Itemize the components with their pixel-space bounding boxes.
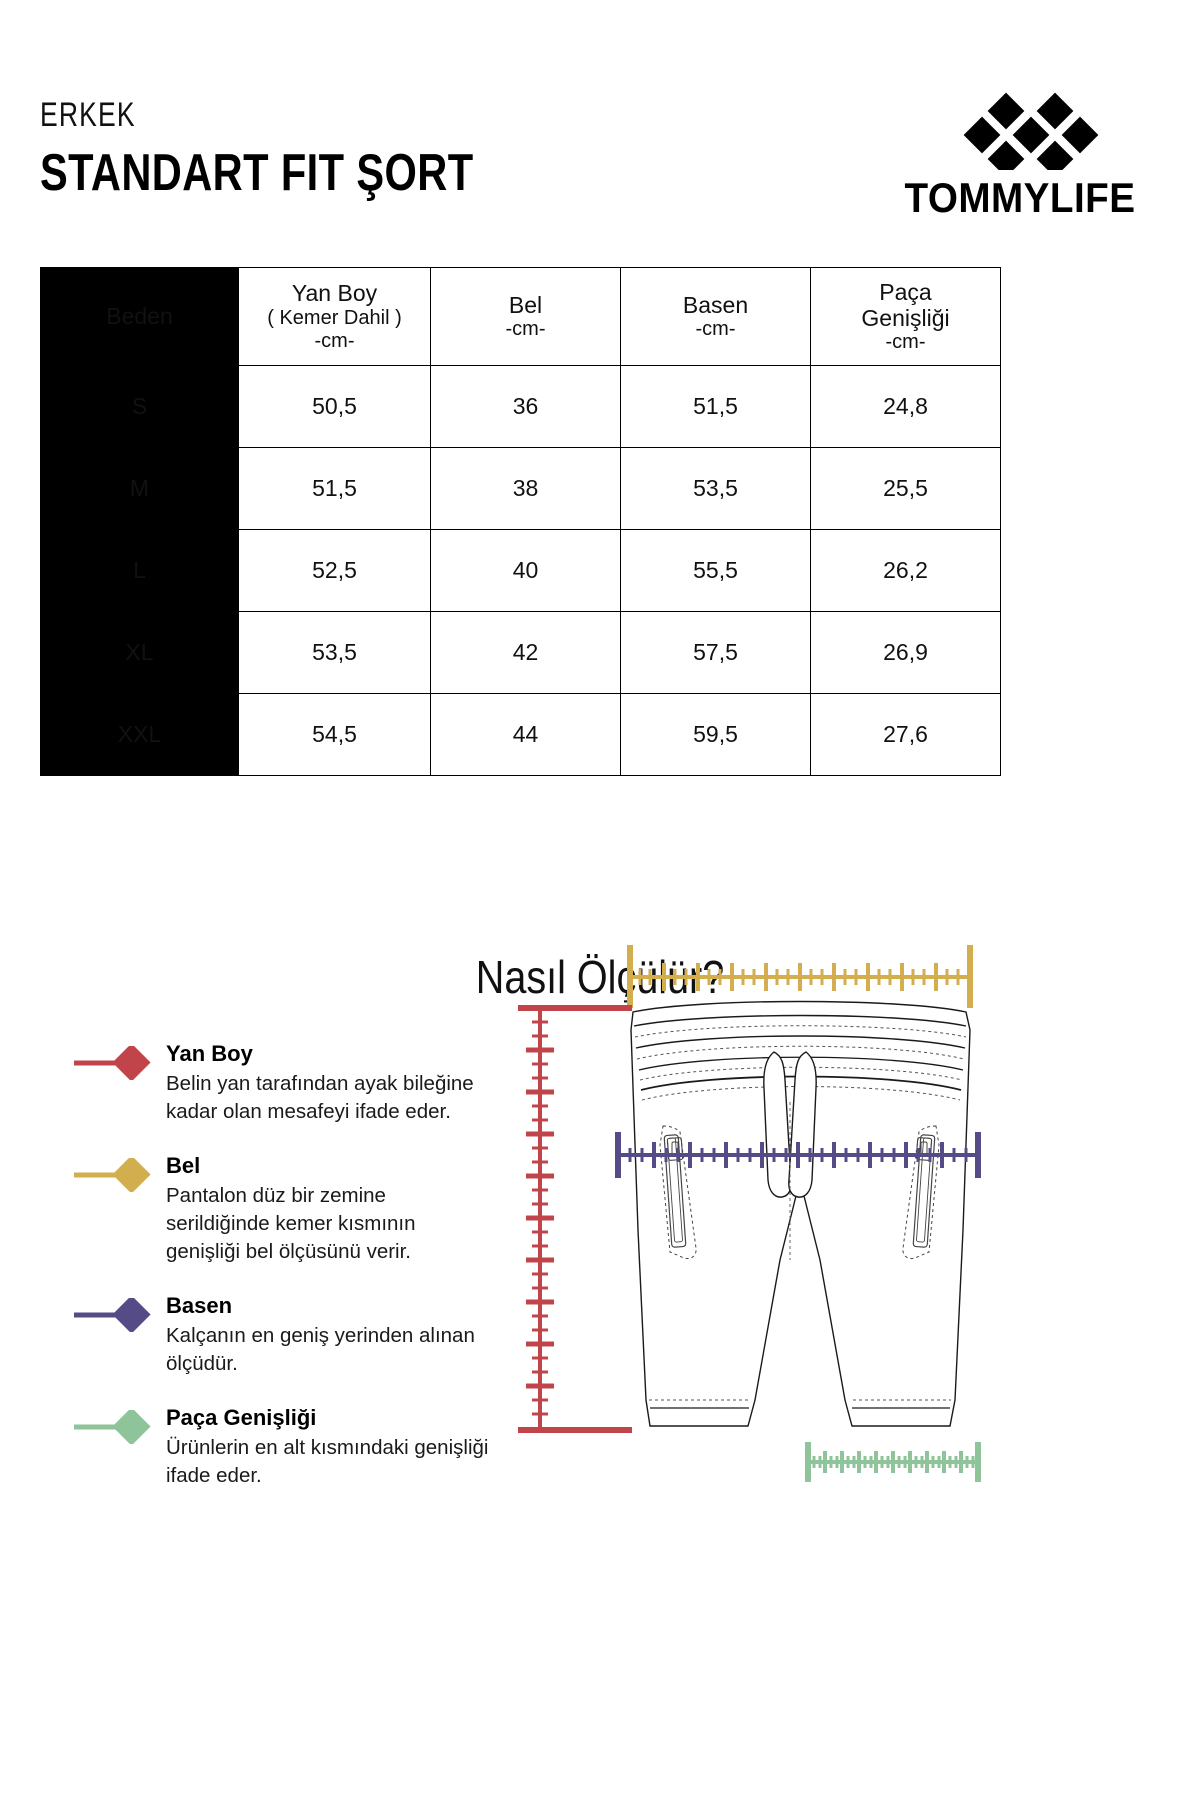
cell-basen: 53,5 <box>620 447 811 530</box>
cell-bel: 38 <box>430 447 621 530</box>
column-header-bel-label: Bel <box>508 291 543 318</box>
column-header-yan-boy-unit: -cm- <box>314 329 355 352</box>
cell-yan-boy: 51,5 <box>238 447 431 530</box>
legend-description: Belin yan tarafından ayak bileğine kadar… <box>166 1071 474 1123</box>
table-row: XXL 54,5 44 59,5 27,6 <box>40 693 1001 776</box>
cell-paca: 26,9 <box>810 611 1001 694</box>
column-header-basen: Basen -cm- <box>620 267 811 366</box>
legend-description: Ürünlerin en alt kısmındaki genişliği if… <box>166 1435 489 1488</box>
mens-shorts-technical-drawing <box>630 1000 971 1427</box>
cell-size: M <box>40 447 239 530</box>
cell-basen: 59,5 <box>620 693 811 776</box>
yan-boy-measure-line <box>518 1005 632 1433</box>
cell-basen: 55,5 <box>620 529 811 612</box>
legend-title: Bel <box>166 1153 201 1179</box>
cell-basen: 57,5 <box>620 611 811 694</box>
brand-name: TOMMYLIFE <box>904 174 1136 221</box>
legend-item-paca-genisligi: Paça Genişliği Ürünlerin en alt kısmında… <box>72 1404 492 1490</box>
column-header-bel-unit: -cm- <box>505 318 546 341</box>
column-header-yan-boy-label: Yan Boy <box>291 280 378 307</box>
cell-size: L <box>40 529 239 612</box>
cell-bel: 36 <box>430 365 621 448</box>
cell-bel: 44 <box>430 693 621 776</box>
table-row: M 51,5 38 53,5 25,5 <box>40 447 1001 530</box>
cell-yan-boy: 54,5 <box>238 693 431 776</box>
cell-paca: 26,2 <box>810 529 1001 612</box>
cell-paca: 24,8 <box>810 365 1001 448</box>
column-header-yan-boy: Yan Boy ( Kemer Dahil ) -cm- <box>238 267 431 366</box>
table-row: XL 53,5 42 57,5 26,9 <box>40 611 1001 694</box>
garment-diagram <box>500 930 1020 1550</box>
table-header-row: Beden Yan Boy ( Kemer Dahil ) -cm- Bel -… <box>40 267 1001 366</box>
page-header: ERKEK STANDART FIT ŞORT TOMMYLIFE <box>40 92 1160 236</box>
cell-yan-boy: 53,5 <box>238 611 431 694</box>
diamond-pointer-icon <box>72 1155 162 1194</box>
category-label: ERKEK <box>40 96 136 134</box>
cell-size: S <box>40 365 239 448</box>
size-table: Beden Yan Boy ( Kemer Dahil ) -cm- Bel -… <box>40 267 1001 776</box>
cell-bel: 40 <box>430 529 621 612</box>
table-row: L 52,5 40 55,5 26,2 <box>40 529 1001 612</box>
column-header-basen-unit: -cm- <box>695 318 736 341</box>
legend-title: Yan Boy <box>166 1041 253 1066</box>
bel-measure-line <box>627 945 973 1008</box>
cell-paca: 27,6 <box>810 693 1001 776</box>
column-header-yan-boy-sub: ( Kemer Dahil ) <box>267 306 402 329</box>
diamond-pointer-icon <box>72 1295 162 1334</box>
cell-bel: 42 <box>430 611 621 694</box>
table-row: S 50,5 36 51,5 24,8 <box>40 365 1001 448</box>
column-header-paca: Paça Genişliği -cm- <box>810 267 1001 366</box>
measurement-legend: Yan Boy Belin yan tarafından ayak bileği… <box>72 1040 492 1517</box>
legend-description: Kalçanın en geniş yerinden alınan ölçüdü… <box>166 1323 475 1376</box>
legend-title: Paça Genişliği <box>166 1405 317 1431</box>
cell-size: XXL <box>40 693 239 776</box>
column-header-paca-sub: Genişliği <box>861 305 950 331</box>
column-header-beden: Beden <box>40 267 239 366</box>
cell-yan-boy: 52,5 <box>238 529 431 612</box>
column-header-beden-label: Beden <box>106 303 173 330</box>
cell-size: XL <box>40 611 239 694</box>
column-header-paca-label: Paça <box>879 278 932 305</box>
paca-measure-line <box>805 1442 981 1482</box>
diamond-pointer-icon <box>72 1043 162 1082</box>
column-header-paca-unit: -cm- <box>885 331 926 354</box>
legend-item-basen: Basen Kalçanın en geniş yerinden alınan … <box>72 1292 492 1378</box>
cell-basen: 51,5 <box>620 365 811 448</box>
legend-title: Basen <box>166 1293 233 1319</box>
cell-paca: 25,5 <box>810 447 1001 530</box>
basen-measure-line <box>615 1132 981 1178</box>
diamond-pointer-icon <box>72 1407 162 1447</box>
column-header-basen-label: Basen <box>682 291 749 318</box>
legend-item-bel: Bel Pantalon düz bir zemine serildiğinde… <box>72 1152 492 1266</box>
diamond-checker-logo-icon <box>880 92 1160 170</box>
column-header-bel: Bel -cm- <box>430 267 621 366</box>
legend-description: Pantalon düz bir zemine serildiğinde kem… <box>166 1183 416 1264</box>
legend-item-yan-boy: Yan Boy Belin yan tarafından ayak bileği… <box>72 1040 492 1126</box>
brand-logo: TOMMYLIFE <box>880 92 1160 222</box>
page-title: STANDART FIT ŞORT <box>40 144 474 202</box>
cell-yan-boy: 50,5 <box>238 365 431 448</box>
